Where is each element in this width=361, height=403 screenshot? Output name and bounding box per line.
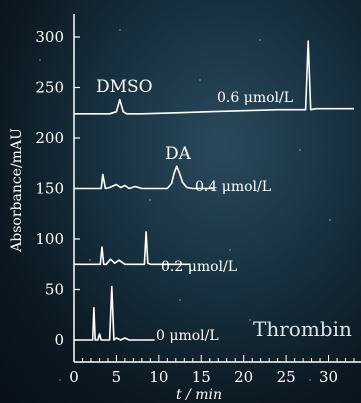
background-speck [119,29,121,31]
series-line [74,165,214,190]
x-tick-label: 10 [149,368,168,386]
background-speck [39,59,41,61]
annotation-thrombin: Thrombin [253,317,352,341]
background-speck [199,79,201,81]
x-tick-label: 25 [277,368,296,386]
background-speck [299,149,301,151]
background-speck [149,199,151,201]
background-speck [329,219,331,221]
series-line [74,231,190,266]
x-axis-title: t / min [176,387,222,403]
series-label: 0.6 μmol/L [217,90,293,106]
y-tick-label: 300 [35,28,64,46]
background-speck [309,379,311,381]
x-tick-label: 15 [192,368,211,386]
x-tick-label: 5 [112,368,122,386]
series-label: 0 μmol/L [156,328,219,344]
series-label: 0.4 μmol/L [195,179,271,195]
background-speck [279,99,281,101]
y-axis-title: Absorbance/mAU [9,128,25,253]
y-tick-label: 250 [35,79,64,97]
y-tick-label: 50 [45,281,64,299]
background-speck [229,249,231,251]
background-speck [259,39,261,41]
x-tick-label: 30 [319,368,338,386]
x-tick-label: 0 [69,368,79,386]
background-speck [59,379,61,381]
background-speck [179,299,181,301]
background-speck [249,319,251,321]
y-tick-label: 200 [35,129,64,147]
y-tick-label: 0 [54,331,64,349]
x-tick-label: 20 [234,368,253,386]
background-speck [89,259,91,261]
annotation-da: DA [165,144,192,164]
annotation-dmso: DMSO [96,77,153,97]
series-line [74,40,354,115]
y-tick-label: 100 [35,230,64,248]
series-label: 0.2 μmol/L [161,259,237,275]
y-tick-label: 150 [35,180,64,198]
background-speck [19,179,21,181]
series-line [74,285,155,341]
